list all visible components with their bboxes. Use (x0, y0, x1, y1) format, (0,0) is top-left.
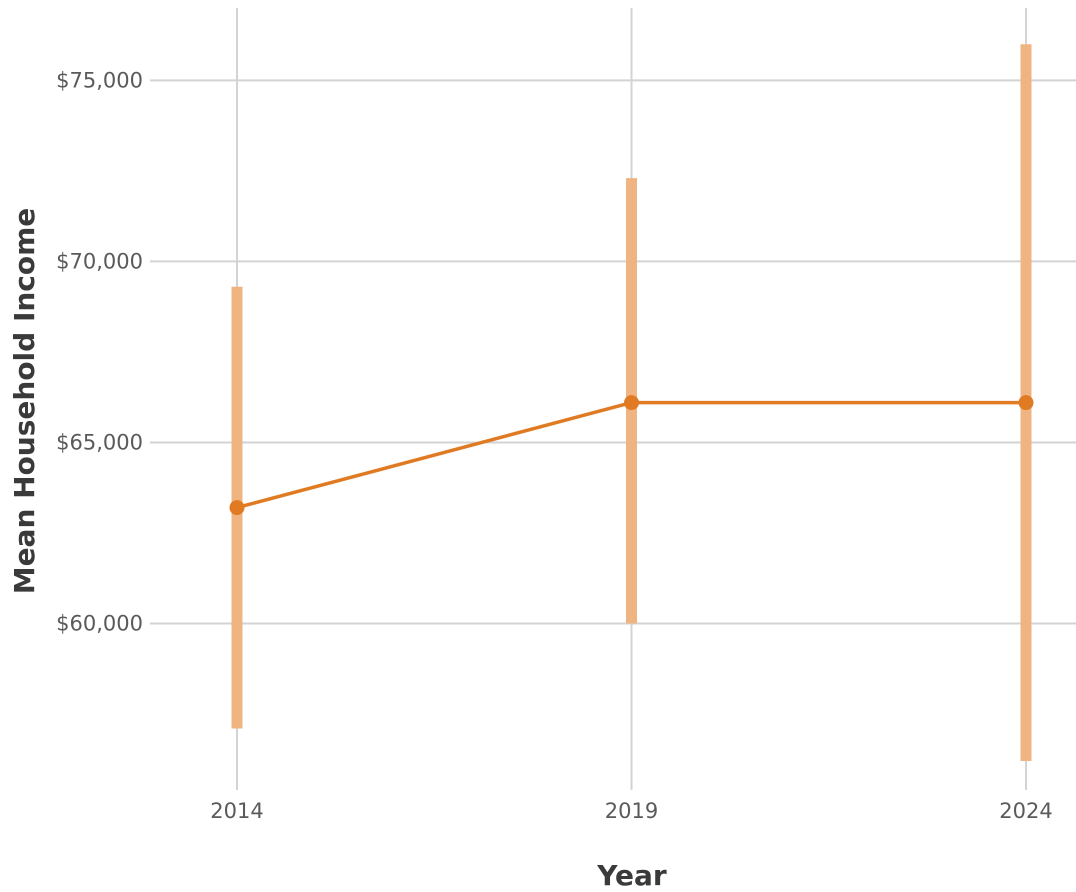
data-points (229, 395, 1034, 516)
x-tick-label: 2019 (605, 799, 658, 823)
x-axis-title: Year (596, 859, 667, 892)
y-axis-title: Mean Household Income (8, 208, 41, 595)
x-axis-ticks: 2014 2019 2024 (210, 799, 1052, 823)
x-tick-label: 2024 (999, 799, 1052, 823)
data-point (229, 500, 245, 516)
x-tick-label: 2014 (210, 799, 263, 823)
y-tick-label: $75,000 (56, 68, 143, 92)
y-tick-label: $60,000 (56, 611, 143, 635)
y-axis-ticks: $60,000 $65,000 $70,000 $75,000 (56, 68, 143, 635)
data-point (624, 395, 639, 411)
data-point (1018, 395, 1034, 411)
y-tick-label: $65,000 (56, 430, 143, 454)
gridlines (150, 8, 1076, 790)
y-tick-label: $70,000 (56, 249, 143, 273)
